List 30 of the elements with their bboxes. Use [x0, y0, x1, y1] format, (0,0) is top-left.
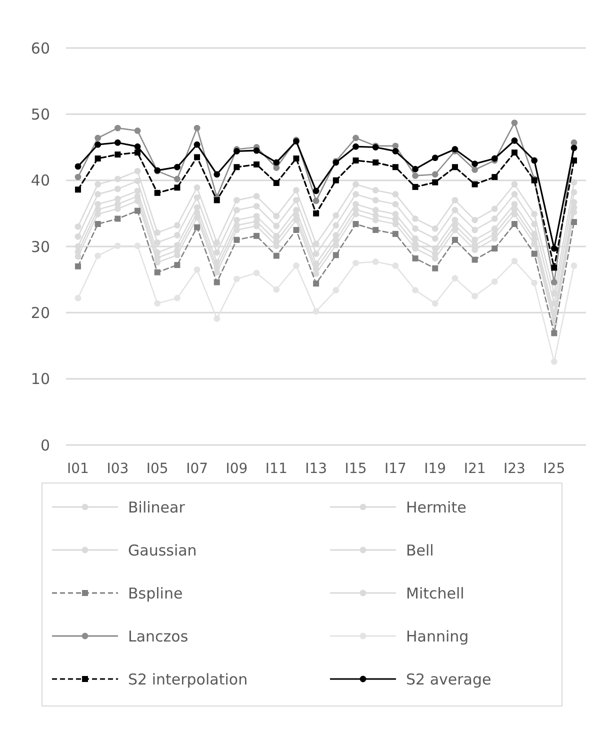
y-tick-label: 30 — [30, 238, 50, 256]
y-tick-label: 0 — [40, 436, 50, 454]
legend-label: Gaussian — [128, 541, 197, 560]
x-tick-label: I15 — [344, 461, 367, 477]
y-tick-label: 10 — [30, 370, 50, 388]
x-tick-label: I21 — [464, 461, 486, 477]
x-tick-label: I17 — [384, 461, 406, 477]
legend-label: Mitchell — [406, 584, 464, 602]
legend-label: S2 average — [406, 670, 492, 688]
x-tick-label: I11 — [265, 461, 288, 477]
x-tick-label: I07 — [186, 461, 208, 477]
x-tick-label: I13 — [305, 461, 328, 477]
x-tick-label: I09 — [226, 461, 248, 477]
y-tick-label: 20 — [30, 304, 50, 322]
y-tick-label: 50 — [30, 105, 50, 124]
x-tick-label: I23 — [504, 461, 526, 477]
x-tick-label: I25 — [543, 461, 566, 477]
x-tick-label: I05 — [146, 461, 168, 477]
x-tick-label: I03 — [106, 461, 129, 477]
x-tick-label: I19 — [424, 461, 446, 477]
legend-label: Lanczos — [128, 627, 188, 646]
legend-label: Hermite — [406, 498, 466, 516]
y-tick-label: 60 — [30, 39, 50, 58]
legend-label: Bell — [406, 541, 434, 560]
y-tick-label: 40 — [30, 172, 50, 190]
legend-label: Bilinear — [128, 498, 186, 516]
legend-label: Bspline — [128, 584, 183, 602]
legend-label: Hanning — [406, 627, 469, 646]
x-tick-label: I01 — [67, 461, 89, 477]
legend-label: S2 interpolation — [128, 670, 248, 688]
